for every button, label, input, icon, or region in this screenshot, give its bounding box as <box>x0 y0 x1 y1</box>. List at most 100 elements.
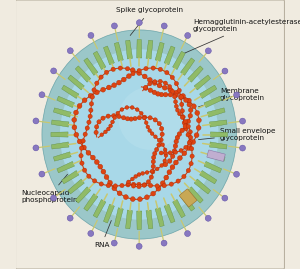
Ellipse shape <box>176 179 180 183</box>
Ellipse shape <box>144 121 148 125</box>
Ellipse shape <box>157 143 161 147</box>
Ellipse shape <box>191 104 196 109</box>
Ellipse shape <box>240 145 245 151</box>
Ellipse shape <box>163 159 167 163</box>
Ellipse shape <box>88 93 93 98</box>
Ellipse shape <box>196 125 201 130</box>
Ellipse shape <box>89 102 94 106</box>
Ellipse shape <box>174 150 178 154</box>
Ellipse shape <box>163 148 167 152</box>
Ellipse shape <box>184 231 190 236</box>
Ellipse shape <box>60 49 218 220</box>
Ellipse shape <box>137 197 142 201</box>
Polygon shape <box>200 85 217 98</box>
Ellipse shape <box>206 48 211 54</box>
Ellipse shape <box>127 180 130 184</box>
Ellipse shape <box>163 151 167 155</box>
Ellipse shape <box>129 117 133 121</box>
Ellipse shape <box>33 145 39 151</box>
Polygon shape <box>172 199 185 218</box>
Ellipse shape <box>117 114 121 119</box>
Polygon shape <box>75 187 91 203</box>
Polygon shape <box>194 179 211 194</box>
Ellipse shape <box>39 92 45 98</box>
Polygon shape <box>207 152 225 161</box>
Ellipse shape <box>164 81 167 85</box>
Ellipse shape <box>137 69 141 73</box>
Ellipse shape <box>120 108 124 111</box>
Polygon shape <box>172 51 185 70</box>
Ellipse shape <box>143 86 148 90</box>
Ellipse shape <box>183 124 188 129</box>
Ellipse shape <box>180 109 184 113</box>
Ellipse shape <box>188 130 192 134</box>
Ellipse shape <box>177 88 182 93</box>
Polygon shape <box>137 211 142 229</box>
Polygon shape <box>51 142 69 149</box>
Ellipse shape <box>187 102 191 107</box>
Ellipse shape <box>72 125 77 130</box>
Ellipse shape <box>174 104 178 108</box>
Ellipse shape <box>95 81 99 85</box>
Ellipse shape <box>152 90 157 95</box>
Ellipse shape <box>88 114 92 119</box>
Ellipse shape <box>170 165 175 169</box>
Ellipse shape <box>186 168 191 173</box>
Ellipse shape <box>142 115 147 119</box>
Ellipse shape <box>90 95 94 99</box>
Polygon shape <box>114 208 123 227</box>
Ellipse shape <box>106 114 110 118</box>
Ellipse shape <box>155 167 159 171</box>
Polygon shape <box>194 75 211 90</box>
Ellipse shape <box>167 159 172 163</box>
Ellipse shape <box>106 183 110 188</box>
Ellipse shape <box>142 74 147 79</box>
Polygon shape <box>181 58 195 75</box>
Ellipse shape <box>131 182 136 186</box>
Ellipse shape <box>180 128 184 133</box>
Ellipse shape <box>106 85 111 90</box>
Ellipse shape <box>111 240 117 246</box>
Polygon shape <box>103 204 114 223</box>
Ellipse shape <box>131 184 136 188</box>
Ellipse shape <box>179 148 183 153</box>
Ellipse shape <box>167 170 172 175</box>
Ellipse shape <box>118 87 182 150</box>
Ellipse shape <box>151 170 155 174</box>
Ellipse shape <box>146 180 151 184</box>
Ellipse shape <box>154 135 157 139</box>
Polygon shape <box>57 161 74 173</box>
Ellipse shape <box>190 154 194 158</box>
Ellipse shape <box>67 215 73 221</box>
Ellipse shape <box>168 87 173 92</box>
Ellipse shape <box>118 66 122 70</box>
Ellipse shape <box>148 88 153 93</box>
Ellipse shape <box>116 111 120 115</box>
Ellipse shape <box>113 184 118 188</box>
Ellipse shape <box>154 147 159 152</box>
Ellipse shape <box>142 116 146 120</box>
Ellipse shape <box>186 124 191 128</box>
Ellipse shape <box>137 182 141 186</box>
Ellipse shape <box>159 151 163 155</box>
Ellipse shape <box>137 116 142 120</box>
Ellipse shape <box>168 84 172 89</box>
Ellipse shape <box>171 89 175 93</box>
Ellipse shape <box>157 122 161 126</box>
Polygon shape <box>164 46 175 65</box>
Ellipse shape <box>222 195 228 201</box>
Ellipse shape <box>189 161 193 166</box>
Ellipse shape <box>81 139 85 143</box>
Ellipse shape <box>160 164 164 167</box>
Ellipse shape <box>148 183 153 188</box>
Ellipse shape <box>112 114 116 118</box>
Ellipse shape <box>180 115 184 119</box>
Polygon shape <box>181 194 195 211</box>
Ellipse shape <box>181 94 185 98</box>
Ellipse shape <box>185 33 191 38</box>
Ellipse shape <box>111 67 115 72</box>
Ellipse shape <box>179 95 184 99</box>
Ellipse shape <box>170 75 174 80</box>
Text: RNA: RNA <box>94 221 111 248</box>
Ellipse shape <box>180 102 184 107</box>
